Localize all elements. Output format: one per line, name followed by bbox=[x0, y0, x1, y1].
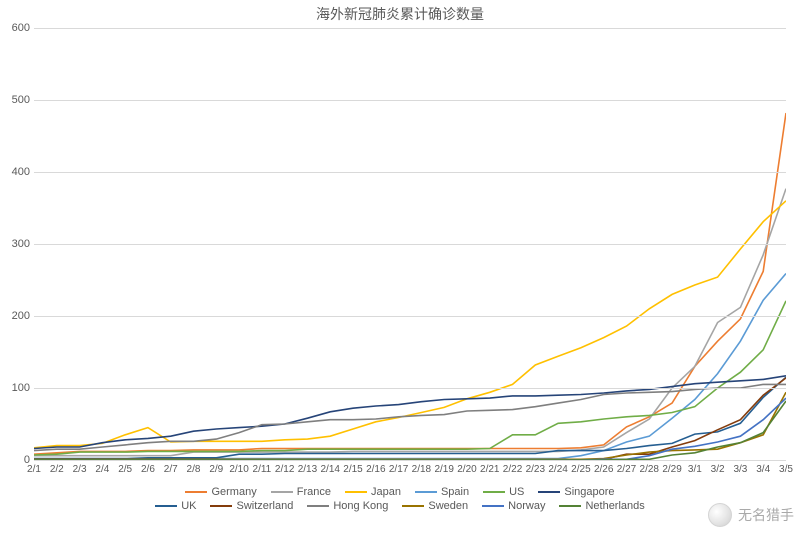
x-axis-tick: 2/27 bbox=[617, 464, 636, 475]
legend-item-japan: Japan bbox=[345, 486, 401, 498]
legend-item-netherlands: Netherlands bbox=[559, 500, 644, 512]
legend-label: Japan bbox=[371, 486, 401, 498]
legend-label: Switzerland bbox=[236, 500, 293, 512]
gridline bbox=[34, 316, 786, 317]
x-axis-tick: 2/25 bbox=[571, 464, 590, 475]
y-axis-tick: 0 bbox=[2, 454, 30, 466]
watermark-text: 无名猎手 bbox=[738, 505, 794, 525]
x-axis-tick: 2/10 bbox=[229, 464, 248, 475]
x-axis-tick: 2/13 bbox=[298, 464, 317, 475]
chart-legend: Germany France Japan Spain US Singapore UK Swit… bbox=[0, 484, 800, 512]
legend-label: France bbox=[297, 486, 331, 498]
x-axis-tick: 2/4 bbox=[95, 464, 109, 475]
y-axis-tick: 300 bbox=[2, 238, 30, 250]
y-axis-tick: 600 bbox=[2, 22, 30, 34]
legend-item-sweden: Sweden bbox=[402, 500, 468, 512]
legend-label: Sweden bbox=[428, 500, 468, 512]
legend-item-us: US bbox=[483, 486, 524, 498]
x-axis-tick: 2/17 bbox=[389, 464, 408, 475]
legend-swatch bbox=[538, 491, 560, 493]
series-line-switzerland bbox=[34, 378, 786, 460]
legend-swatch bbox=[402, 505, 424, 507]
x-axis-tick: 3/1 bbox=[688, 464, 702, 475]
x-axis-tick: 2/20 bbox=[457, 464, 476, 475]
legend-swatch bbox=[155, 505, 177, 507]
x-axis-tick: 2/11 bbox=[253, 464, 272, 475]
legend-item-switzerland: Switzerland bbox=[210, 500, 293, 512]
gridline bbox=[34, 244, 786, 245]
x-axis-tick: 2/1 bbox=[27, 464, 41, 475]
series-line-japan bbox=[34, 201, 786, 448]
series-line-us bbox=[34, 301, 786, 455]
legend-swatch bbox=[559, 505, 581, 507]
x-axis-tick: 2/3 bbox=[73, 464, 87, 475]
legend-label: Singapore bbox=[564, 486, 614, 498]
legend-swatch bbox=[307, 505, 329, 507]
x-axis-tick: 2/2 bbox=[50, 464, 64, 475]
chart-title: 海外新冠肺炎累计确诊数量 bbox=[0, 4, 800, 24]
legend-label: Hong Kong bbox=[333, 500, 388, 512]
x-axis-tick: 2/6 bbox=[141, 464, 155, 475]
legend-row: UK Switzerland Hong Kong Sweden Norway Nether… bbox=[0, 500, 800, 512]
legend-item-germany: Germany bbox=[185, 486, 256, 498]
x-axis-tick: 2/22 bbox=[503, 464, 522, 475]
x-axis-tick: 2/5 bbox=[118, 464, 132, 475]
x-axis-tick: 2/15 bbox=[343, 464, 362, 475]
legend-swatch bbox=[415, 491, 437, 493]
legend-item-uk: UK bbox=[155, 500, 196, 512]
x-axis-tick: 2/21 bbox=[480, 464, 499, 475]
legend-swatch bbox=[185, 491, 207, 493]
x-axis-tick: 2/16 bbox=[366, 464, 385, 475]
x-axis-tick: 2/29 bbox=[662, 464, 681, 475]
x-axis-tick: 3/3 bbox=[733, 464, 747, 475]
x-axis-tick: 2/18 bbox=[412, 464, 431, 475]
chart-plot-area bbox=[34, 28, 786, 460]
x-axis-tick: 2/9 bbox=[209, 464, 223, 475]
legend-swatch bbox=[210, 505, 232, 507]
legend-row: Germany France Japan Spain US Singapore bbox=[0, 486, 800, 498]
legend-label: US bbox=[509, 486, 524, 498]
gridline bbox=[34, 388, 786, 389]
series-line-spain bbox=[34, 274, 786, 460]
x-axis-tick: 2/23 bbox=[526, 464, 545, 475]
watermark: 无名猎手 bbox=[708, 503, 794, 527]
y-axis-tick: 400 bbox=[2, 166, 30, 178]
gridline bbox=[34, 460, 786, 461]
x-axis-tick: 2/28 bbox=[640, 464, 659, 475]
legend-swatch bbox=[483, 491, 505, 493]
gridline bbox=[34, 28, 786, 29]
y-axis-tick: 200 bbox=[2, 310, 30, 322]
x-axis-tick: 2/7 bbox=[164, 464, 178, 475]
legend-label: Germany bbox=[211, 486, 256, 498]
x-axis-tick: 2/8 bbox=[187, 464, 201, 475]
legend-swatch bbox=[482, 505, 504, 507]
legend-item-hong-kong: Hong Kong bbox=[307, 500, 388, 512]
x-axis-tick: 2/24 bbox=[548, 464, 567, 475]
y-axis-tick: 500 bbox=[2, 94, 30, 106]
legend-item-spain: Spain bbox=[415, 486, 469, 498]
legend-item-singapore: Singapore bbox=[538, 486, 614, 498]
legend-label: UK bbox=[181, 500, 196, 512]
x-axis-tick: 2/19 bbox=[434, 464, 453, 475]
x-axis-tick: 3/4 bbox=[756, 464, 770, 475]
legend-item-france: France bbox=[271, 486, 331, 498]
y-axis-tick: 100 bbox=[2, 382, 30, 394]
legend-swatch bbox=[271, 491, 293, 493]
legend-label: Norway bbox=[508, 500, 545, 512]
x-axis-tick: 2/26 bbox=[594, 464, 613, 475]
wechat-icon bbox=[708, 503, 732, 527]
gridline bbox=[34, 172, 786, 173]
x-axis-tick: 2/12 bbox=[275, 464, 294, 475]
legend-label: Spain bbox=[441, 486, 469, 498]
legend-item-norway: Norway bbox=[482, 500, 545, 512]
x-axis-tick: 3/2 bbox=[711, 464, 725, 475]
gridline bbox=[34, 100, 786, 101]
x-axis-tick: 2/14 bbox=[321, 464, 340, 475]
legend-swatch bbox=[345, 491, 367, 493]
x-axis-tick: 3/5 bbox=[779, 464, 793, 475]
legend-label: Netherlands bbox=[585, 500, 644, 512]
